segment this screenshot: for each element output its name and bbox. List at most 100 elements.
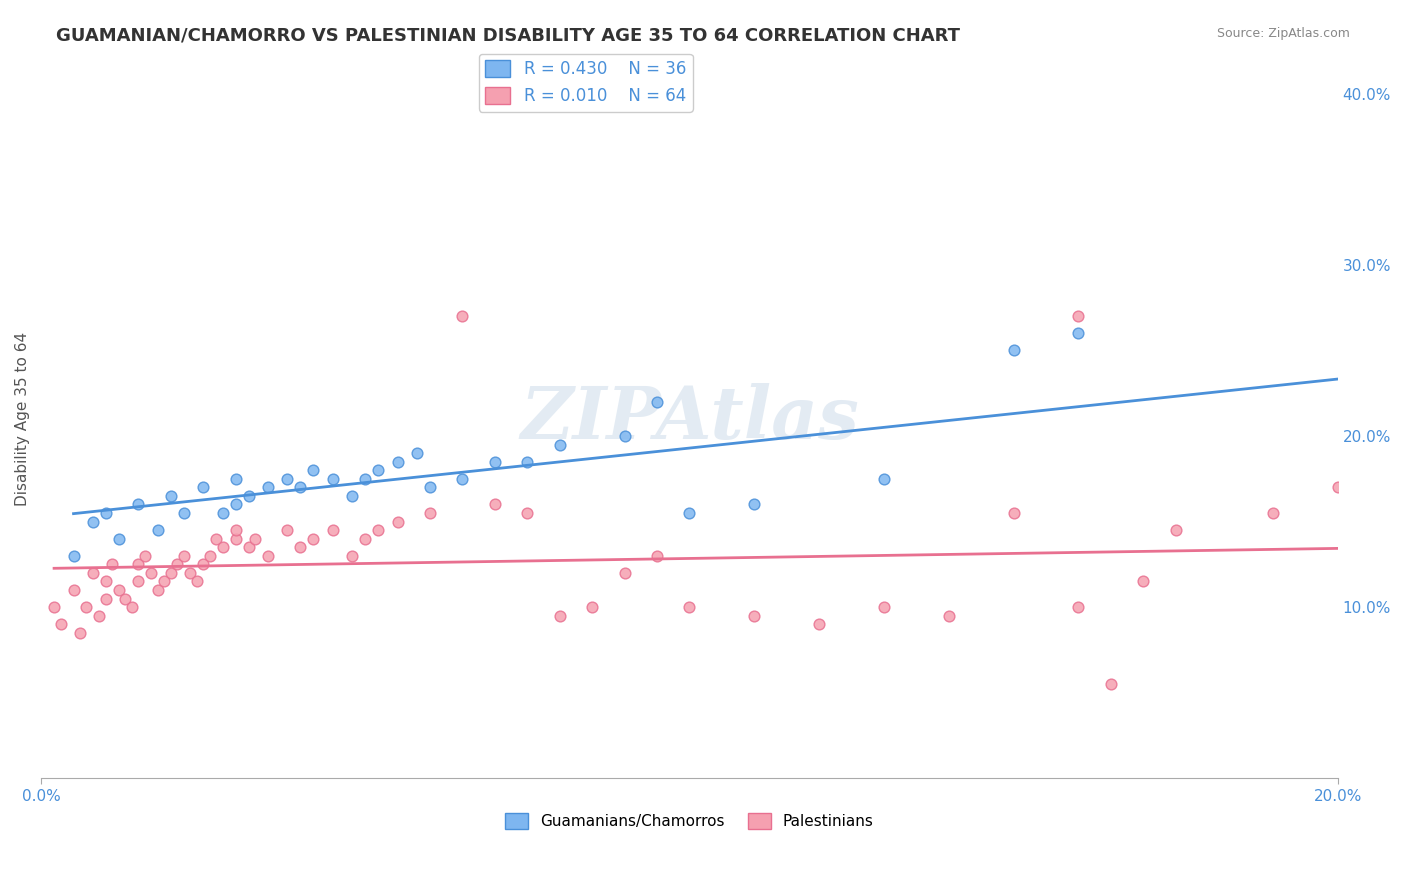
Point — [516, 455, 538, 469]
Point — [94, 591, 117, 606]
Point — [1164, 523, 1187, 537]
Point — [613, 566, 636, 580]
Point — [238, 540, 260, 554]
Point — [225, 523, 247, 537]
Point — [387, 455, 409, 469]
Point — [342, 549, 364, 563]
Point — [127, 574, 149, 589]
Point — [146, 582, 169, 597]
Point — [186, 574, 208, 589]
Point — [322, 523, 344, 537]
Point — [742, 608, 765, 623]
Point — [257, 480, 280, 494]
Point — [198, 549, 221, 563]
Point — [69, 625, 91, 640]
Point — [548, 608, 571, 623]
Point — [134, 549, 156, 563]
Point — [581, 600, 603, 615]
Point — [94, 506, 117, 520]
Point — [179, 566, 201, 580]
Point — [419, 480, 441, 494]
Point — [367, 463, 389, 477]
Point — [873, 472, 896, 486]
Point — [153, 574, 176, 589]
Point — [1002, 343, 1025, 358]
Text: Source: ZipAtlas.com: Source: ZipAtlas.com — [1216, 27, 1350, 40]
Point — [127, 498, 149, 512]
Point — [484, 498, 506, 512]
Point — [1067, 326, 1090, 341]
Point — [166, 558, 188, 572]
Point — [101, 558, 124, 572]
Point — [290, 480, 312, 494]
Point — [108, 582, 131, 597]
Point — [548, 437, 571, 451]
Legend: Guamanians/Chamorros, Palestinians: Guamanians/Chamorros, Palestinians — [499, 807, 880, 835]
Point — [276, 523, 298, 537]
Point — [159, 566, 181, 580]
Point — [938, 608, 960, 623]
Point — [49, 617, 72, 632]
Point — [645, 394, 668, 409]
Point — [613, 429, 636, 443]
Point — [1067, 310, 1090, 324]
Point — [1067, 600, 1090, 615]
Point — [419, 506, 441, 520]
Point — [451, 472, 474, 486]
Point — [89, 608, 111, 623]
Point — [225, 472, 247, 486]
Point — [62, 582, 84, 597]
Point — [62, 549, 84, 563]
Point — [322, 472, 344, 486]
Point — [141, 566, 163, 580]
Point — [82, 566, 104, 580]
Point — [406, 446, 429, 460]
Point — [114, 591, 136, 606]
Point — [243, 532, 266, 546]
Point — [516, 506, 538, 520]
Point — [159, 489, 181, 503]
Point — [173, 549, 195, 563]
Point — [1002, 506, 1025, 520]
Point — [742, 498, 765, 512]
Point — [108, 532, 131, 546]
Point — [193, 558, 215, 572]
Point — [211, 540, 233, 554]
Point — [205, 532, 228, 546]
Point — [678, 506, 700, 520]
Point — [211, 506, 233, 520]
Point — [42, 600, 65, 615]
Point — [1261, 506, 1284, 520]
Point — [354, 532, 377, 546]
Point — [173, 506, 195, 520]
Text: ZIPAtlas: ZIPAtlas — [520, 384, 859, 454]
Point — [121, 600, 143, 615]
Point — [1099, 677, 1122, 691]
Point — [354, 472, 377, 486]
Point — [1132, 574, 1154, 589]
Point — [367, 523, 389, 537]
Point — [146, 523, 169, 537]
Point — [302, 463, 325, 477]
Point — [451, 310, 474, 324]
Point — [94, 574, 117, 589]
Point — [257, 549, 280, 563]
Point — [127, 558, 149, 572]
Point — [302, 532, 325, 546]
Point — [678, 600, 700, 615]
Text: GUAMANIAN/CHAMORRO VS PALESTINIAN DISABILITY AGE 35 TO 64 CORRELATION CHART: GUAMANIAN/CHAMORRO VS PALESTINIAN DISABI… — [56, 27, 960, 45]
Point — [276, 472, 298, 486]
Point — [82, 515, 104, 529]
Point — [873, 600, 896, 615]
Point — [193, 480, 215, 494]
Point — [1326, 480, 1348, 494]
Point — [225, 532, 247, 546]
Point — [238, 489, 260, 503]
Y-axis label: Disability Age 35 to 64: Disability Age 35 to 64 — [15, 332, 30, 506]
Point — [290, 540, 312, 554]
Point — [342, 489, 364, 503]
Point — [387, 515, 409, 529]
Point — [484, 455, 506, 469]
Point — [76, 600, 98, 615]
Point — [225, 498, 247, 512]
